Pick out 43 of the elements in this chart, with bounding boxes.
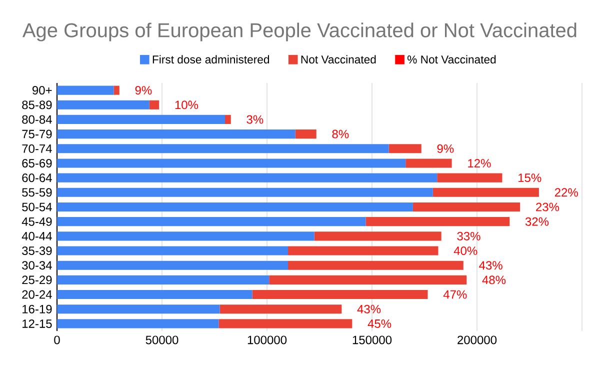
legend-label: Not Vaccinated [301,55,376,64]
y-tick-label: 60-64 [22,174,52,182]
legend-label: First dose administered [152,55,270,64]
y-tick-label: 85-89 [22,100,52,110]
data-label: 8% [332,130,349,138]
x-tick-label: 150000 [352,336,392,344]
y-tick-label: 40-44 [22,232,52,240]
y-tick-label: 75-79 [22,130,52,138]
data-label: 12% [468,158,491,168]
data-label: 33% [457,232,480,240]
data-label: 10% [175,100,198,110]
chart-title: Age Groups of European People Vaccinated or Not Vaccinated [22,22,576,42]
data-label: 15% [518,174,542,182]
y-tick-label: 35-39 [22,246,52,256]
y-tick-label: 55-59 [22,188,52,197]
data-label: 40% [454,246,478,256]
y-tick-label: 25-29 [22,276,52,284]
data-label: 23% [536,202,560,212]
x-tick-label: 200000 [458,336,497,344]
data-label: 9% [437,144,454,153]
y-tick-label: 20-24 [22,290,52,299]
data-label: 48% [482,276,506,284]
data-label: 43% [479,261,502,270]
data-label: 47% [443,290,467,299]
data-label: 45% [368,319,392,328]
y-tick-label: 45-49 [22,217,52,226]
data-label: 3% [246,115,264,124]
data-label: 43% [357,304,381,314]
y-tick-label: 70-74 [22,144,52,153]
x-tick-label: 0 [54,336,60,344]
x-tick-label: 100000 [248,336,287,344]
data-label: 32% [525,217,549,226]
y-tick-label: 30-34 [22,261,52,270]
y-tick-label: 65-69 [22,158,52,168]
y-tick-label: 50-54 [22,202,52,212]
y-tick-label: 80-84 [22,115,52,124]
y-tick-label: 12-15 [22,319,52,328]
legend-label: % Not Vaccinated [408,55,496,64]
data-label: 22% [554,188,578,197]
data-label: 9% [135,86,152,95]
y-tick-label: 16-19 [22,304,52,314]
y-tick-label: 90+ [32,86,52,95]
x-tick-label: 50000 [146,336,178,344]
